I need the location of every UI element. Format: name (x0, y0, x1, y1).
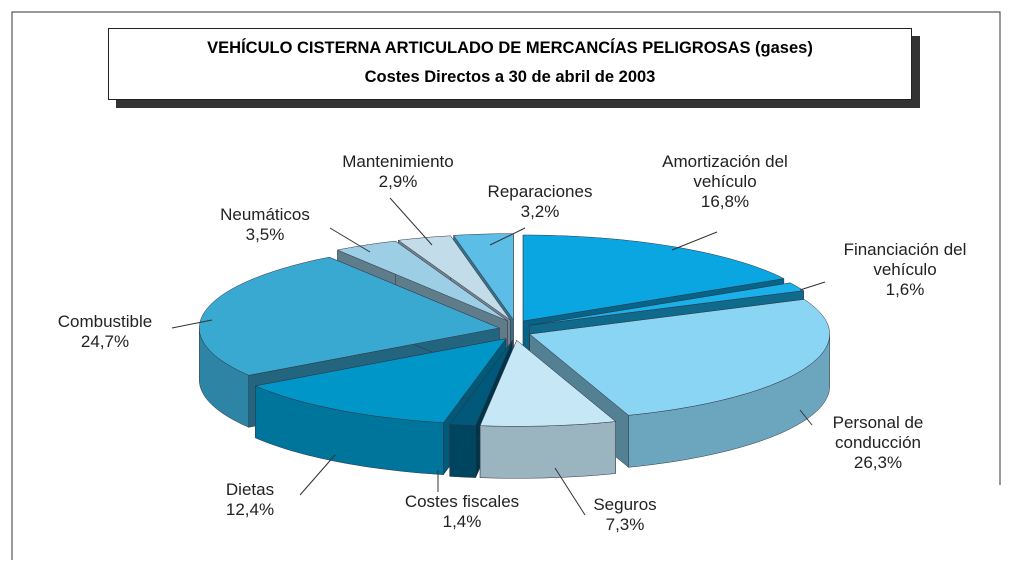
value-label: 7,3% (605, 515, 645, 534)
leader-line (489, 227, 526, 246)
leader-line (799, 409, 813, 426)
value-label: 3,5% (245, 225, 285, 244)
slice-label: Neumáticos 3,5% (190, 205, 340, 245)
slice (397, 235, 511, 321)
slice-label: Seguros 7,3% (550, 495, 700, 535)
slice (529, 282, 805, 326)
slice-label: Costes fiscales 1,4% (387, 492, 537, 532)
slice-side (449, 424, 476, 478)
slice-label: Financiación del vehículo 1,6% (830, 240, 980, 300)
value-label: 24,7% (80, 332, 130, 351)
leader-line (329, 227, 371, 253)
slice-label: Dietas 12,4% (175, 480, 325, 520)
value-label: 26,3% (853, 453, 903, 472)
leader-line (671, 231, 718, 251)
slice (336, 240, 508, 322)
value-label: 1,4% (442, 512, 482, 531)
leader-line (171, 319, 213, 329)
category-label: Costes fiscales (404, 492, 520, 511)
slice (449, 340, 513, 426)
category-label: Financiación del vehículo (843, 240, 967, 279)
slice (453, 233, 514, 321)
frame (11, 11, 1001, 560)
slice (254, 338, 507, 423)
slice (522, 234, 785, 322)
value-label: 2,9% (378, 172, 418, 191)
title-box: VEHÍCULO CISTERNA ARTICULADO DE MERCANCÍ… (108, 28, 912, 100)
category-label: Combustible (57, 312, 153, 331)
slice (199, 256, 501, 376)
leader-line (554, 467, 586, 516)
leader-line (799, 281, 826, 291)
value-label: 3,2% (520, 202, 560, 221)
category-label: Reparaciones (487, 182, 593, 201)
category-label: Mantenimiento (342, 152, 454, 171)
chart-subtitle: Costes Directos a 30 de abril de 2003 (364, 68, 656, 86)
slice-side (479, 421, 616, 479)
slice-label: Combustible 24,7% (30, 312, 180, 352)
value-label: 16,8% (700, 192, 750, 211)
slice-label: Reparaciones 3,2% (465, 182, 615, 222)
chart-title: VEHÍCULO CISTERNA ARTICULADO DE MERCANCÍ… (207, 39, 813, 57)
category-label: Amortización del vehículo (662, 152, 788, 191)
category-label: Seguros (593, 495, 657, 514)
category-label: Dietas (225, 480, 275, 499)
value-label: 12,4% (225, 500, 275, 519)
leader-line (299, 454, 336, 496)
slice (479, 339, 617, 427)
category-label: Neumáticos (220, 205, 310, 224)
value-label: 1,6% (885, 280, 925, 299)
slice-label: Mantenimiento 2,9% (323, 152, 473, 192)
slice (529, 299, 830, 416)
leader-line (389, 197, 433, 246)
slice-label: Amortización del vehículo 16,8% (650, 152, 800, 212)
category-label: Personal de conducción (832, 413, 924, 452)
slice-label: Personal de conducción 26,3% (803, 413, 953, 473)
